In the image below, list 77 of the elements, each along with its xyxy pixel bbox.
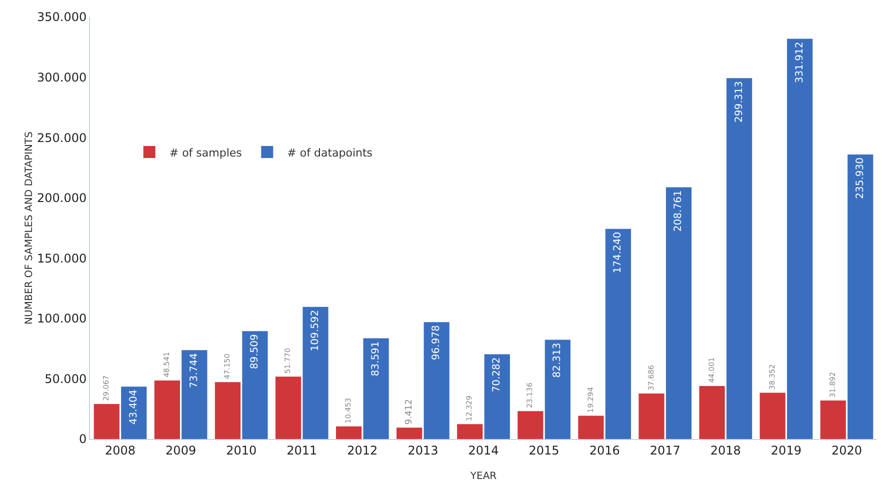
bar	[275, 376, 302, 439]
bar	[605, 228, 631, 439]
data-label: 37.686	[646, 364, 656, 391]
data-label: 38.352	[767, 364, 776, 390]
data-label: 47.150	[222, 353, 232, 380]
x-tick-label: 2009	[166, 443, 196, 458]
data-label: 44.001	[706, 357, 716, 383]
x-tick-label: 2010	[226, 443, 257, 458]
data-label: 89.509	[249, 334, 260, 370]
bar	[424, 322, 450, 439]
y-tick-label: 50.000	[44, 372, 87, 386]
bar	[760, 392, 786, 439]
y-tick-label: 100.000	[36, 312, 87, 326]
data-label: 96.978	[431, 325, 442, 360]
data-label: 208.761	[673, 190, 684, 232]
bar	[578, 416, 604, 439]
bar	[484, 354, 510, 439]
bar	[336, 426, 362, 439]
bar	[363, 338, 389, 439]
data-label: 19.294	[586, 386, 595, 413]
x-tick-label: 2011	[286, 443, 318, 458]
data-label: 299.313	[734, 81, 745, 122]
data-label: 51.770	[283, 348, 292, 374]
data-label: 12.329	[464, 395, 474, 422]
data-label: 331.912	[794, 42, 806, 84]
legend-label: # of datapoints	[287, 146, 373, 160]
x-tick-label: 2015	[528, 443, 560, 458]
bar	[544, 340, 570, 439]
bar	[726, 78, 752, 439]
data-label: 70.282	[492, 357, 503, 392]
x-tick-label: 2016	[589, 443, 620, 458]
data-label: 83.591	[370, 341, 382, 376]
y-axis-title: NUMBER OF SAMPLES AND DATAPINTS	[24, 132, 35, 324]
data-label: 235.930	[854, 158, 866, 199]
x-tick-label: 2017	[650, 443, 680, 458]
y-tick-label: 300.000	[36, 70, 87, 84]
data-label: 29.067	[101, 375, 110, 401]
bar	[666, 187, 692, 439]
data-label: 73.744	[188, 353, 200, 388]
bar	[154, 380, 180, 439]
bar	[848, 154, 874, 439]
bar	[182, 350, 208, 439]
bar	[214, 382, 241, 439]
bar	[699, 386, 725, 439]
x-axis-title: YEAR	[469, 471, 497, 482]
x-tick-label: 2020	[831, 443, 862, 458]
bar	[121, 386, 147, 439]
bar	[457, 424, 483, 439]
data-label: 9.412	[404, 399, 415, 425]
x-tick-label: 2008	[104, 443, 136, 458]
x-tick-label: 2018	[710, 443, 741, 458]
data-label: 10.453	[344, 397, 353, 424]
bar	[242, 331, 268, 439]
bar	[820, 400, 846, 439]
data-label: 82.313	[552, 342, 564, 378]
y-tick-label: 0	[78, 432, 87, 446]
x-tick-label: 2014	[468, 443, 499, 458]
data-label: 23.136	[525, 382, 534, 408]
bar	[787, 38, 813, 439]
bar	[396, 428, 422, 439]
data-label: 174.240	[612, 232, 624, 274]
data-label: 43.404	[128, 390, 140, 425]
legend-label: # of samples	[169, 146, 242, 160]
bar	[94, 404, 120, 439]
x-tick-label: 2019	[770, 443, 802, 458]
bar	[638, 394, 664, 439]
y-tick-label: 250.000	[36, 130, 87, 145]
y-tick-label: 150.000	[36, 251, 87, 266]
data-label: 48.541	[162, 352, 172, 378]
y-tick-label: 350.000	[36, 10, 87, 24]
y-tick-label: 200.000	[36, 191, 87, 206]
data-label: 31.892	[828, 372, 837, 398]
x-tick-label: 2013	[408, 443, 438, 458]
bar	[302, 306, 328, 439]
bar	[518, 411, 544, 439]
data-label: 109.592	[310, 310, 322, 352]
x-tick-label: 2012	[347, 443, 378, 458]
